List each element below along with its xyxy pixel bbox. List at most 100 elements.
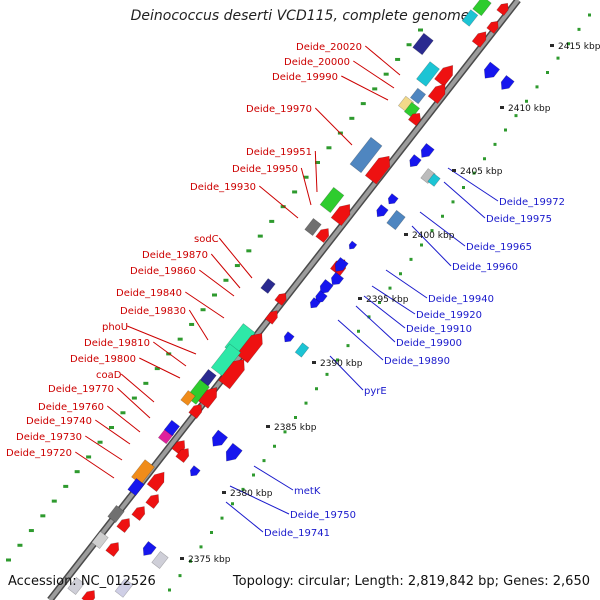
gene-label-minus[interactable]: Deide_19960 [452, 262, 518, 273]
gene-deide-19970-b-shape [364, 155, 391, 185]
gene-label-plus[interactable]: sodC [194, 234, 219, 245]
gene-label-minus[interactable]: Deide_19972 [499, 197, 565, 208]
scale-tick-dot [378, 301, 381, 304]
gene-deide-19840-b-shape [236, 333, 263, 364]
gene-mett [211, 429, 229, 447]
gene-label-minus[interactable]: Deide_19965 [466, 242, 532, 253]
gene-label-plus[interactable]: Deide_19990 [272, 72, 338, 83]
gene-label-minus[interactable]: Deide_19750 [290, 510, 356, 521]
gene-deide-19720-b [145, 494, 160, 510]
gene-deide-19965-b [376, 204, 389, 218]
scale-tick-dot [269, 219, 275, 223]
leader-line [116, 387, 151, 419]
gene-label-minus[interactable]: pyrE [364, 386, 387, 397]
gene-label-plus[interactable]: Deide_19840 [116, 288, 182, 299]
scale-tick-dot [525, 99, 528, 103]
gene-label-plus[interactable]: Deide_19740 [26, 416, 92, 427]
gene-label-plus[interactable]: Deide_19930 [190, 182, 256, 193]
gene-label-plus[interactable]: Deide_19860 [130, 266, 196, 277]
scale-tick-dot [40, 514, 46, 518]
gene-label-plus[interactable]: Deide_19970 [246, 104, 312, 115]
gene-label-plus[interactable]: Deide_19870 [142, 250, 208, 261]
gene-pale-yellow [397, 95, 415, 113]
scale-tick-dot [420, 243, 423, 247]
gene-top-red-3-shape [486, 20, 499, 34]
leader-line [75, 451, 115, 479]
label-leader-lines [75, 45, 499, 533]
gene-label-plus[interactable]: coaD [96, 370, 122, 381]
gene-pale-bottom-shape [67, 576, 85, 596]
gene-label-minus[interactable]: Deide_19900 [396, 338, 462, 349]
scale-tick-dot [252, 473, 255, 477]
gene-red-small-shape [407, 112, 421, 127]
scale-tick [404, 233, 408, 236]
gene-label-minus[interactable]: Deide_19741 [264, 528, 330, 539]
gene-label-minus[interactable]: Deide_19975 [486, 214, 552, 225]
gene-minus-top-2 [500, 74, 515, 90]
scale-tick-dot [462, 186, 465, 189]
gene-label-plus[interactable]: Deide_19830 [120, 306, 186, 317]
gene-deide-19972-b-shape [409, 154, 422, 168]
gene-deide-19940 [334, 256, 349, 272]
leader-line [363, 295, 406, 329]
gene-sodc [260, 278, 276, 294]
scale-tick-dot [588, 13, 591, 17]
gene-label-plus[interactable]: Deide_19800 [70, 354, 136, 365]
gene-label-plus[interactable]: Deide_19770 [48, 384, 114, 395]
scale-label: 2390 kbp [320, 359, 363, 369]
gene-label-plus[interactable]: Deide_20020 [296, 42, 362, 53]
gene-label-plus[interactable]: Deide_19810 [84, 338, 150, 349]
leader-line [127, 325, 197, 355]
gene-pale-low [91, 530, 109, 550]
scale-tick-dot [246, 249, 252, 253]
scale-tick-dot [63, 484, 69, 488]
scale-tick-dot [367, 315, 371, 319]
scale-tick-dot [315, 387, 318, 391]
gene-deide-19975-shape [420, 168, 436, 184]
scale-tick [266, 425, 270, 428]
gene-red-bottom [81, 590, 96, 600]
gene-label-plus[interactable]: Deide_19760 [38, 402, 104, 413]
gene-label-plus[interactable]: Deide_20000 [284, 57, 350, 68]
gene-green-small [403, 101, 421, 119]
gene-label-plus[interactable]: phoU [102, 322, 128, 333]
gene-deide-19950-shape [330, 203, 351, 227]
gene-label-plus[interactable]: Deide_19951 [246, 147, 312, 158]
gene-deide-19800 [198, 386, 218, 409]
leader-line [95, 419, 131, 445]
gene-red-low [131, 506, 146, 522]
gene-minus-top [483, 61, 501, 79]
gene-label-minus[interactable]: Deide_19910 [406, 324, 472, 335]
accession-text: Accession: NC_012526 [8, 574, 156, 589]
gene-deide-19760-b-shape [163, 419, 181, 437]
gene-deide-19972-shape [420, 142, 435, 158]
scale-label: 2385 kbp [274, 423, 317, 433]
gene-metk [225, 442, 243, 462]
scale-tick-dot [395, 57, 401, 61]
scale-tick-dot [409, 257, 413, 261]
gene-deide-19970-b [364, 155, 391, 185]
gene-label-plus[interactable]: Deide_19950 [232, 164, 298, 175]
gene-pale-yellow-shape [397, 95, 415, 113]
scale-tick [222, 491, 226, 494]
gene-pale-blue-2-shape [114, 578, 134, 598]
scale-label: 2405 kbp [460, 167, 503, 177]
scale-tick-dot [199, 545, 203, 549]
gene-top-red [471, 31, 487, 48]
gene-label-plus[interactable]: Deide_19720 [6, 448, 72, 459]
gene-metk-shape [225, 442, 243, 462]
gene-red-low-3 [105, 542, 120, 558]
gene-deide-19840-b [236, 333, 263, 364]
scale-tick-dot [567, 42, 570, 46]
gene-deide-19720-shape [146, 471, 165, 492]
scale-tick-dot [177, 337, 183, 341]
gene-label-plus[interactable]: Deide_19730 [16, 432, 82, 443]
scale-tick-dot [234, 264, 240, 268]
gene-deide-19900-b [309, 297, 321, 309]
gene-label-minus[interactable]: Deide_19940 [428, 294, 494, 305]
gene-sodc-shape [260, 278, 276, 294]
scale-tick-dot [292, 190, 298, 194]
gene-label-minus[interactable]: metK [294, 486, 321, 497]
gene-label-minus[interactable]: Deide_19920 [416, 310, 482, 321]
gene-label-minus[interactable]: Deide_19890 [384, 356, 450, 367]
